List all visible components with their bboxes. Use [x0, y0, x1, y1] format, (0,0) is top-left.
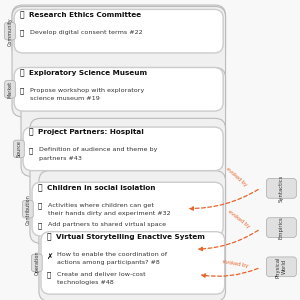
FancyBboxPatch shape: [4, 22, 15, 40]
FancyBboxPatch shape: [266, 178, 296, 198]
Text: partners #43: partners #43: [39, 155, 82, 160]
Text: 👥: 👥: [20, 10, 24, 19]
Text: Project Partners: Hospital: Project Partners: Hospital: [38, 129, 144, 135]
FancyBboxPatch shape: [266, 218, 296, 238]
Text: 💡: 💡: [46, 272, 51, 278]
Text: 💡: 💡: [28, 147, 33, 154]
FancyBboxPatch shape: [12, 7, 226, 117]
Text: Syntactics: Syntactics: [279, 175, 284, 202]
FancyBboxPatch shape: [41, 232, 225, 294]
FancyBboxPatch shape: [22, 200, 33, 218]
Text: 👥: 👥: [28, 128, 33, 137]
Text: 💡: 💡: [38, 222, 42, 229]
Text: Research Ethics Committee: Research Ethics Committee: [29, 12, 141, 18]
FancyBboxPatch shape: [23, 127, 223, 171]
Text: technologies #48: technologies #48: [56, 280, 113, 285]
Text: Exploratory Science Museum: Exploratory Science Museum: [29, 70, 147, 76]
FancyBboxPatch shape: [39, 171, 226, 300]
Text: Contribution: Contribution: [26, 194, 30, 224]
Text: 💡: 💡: [20, 88, 24, 94]
Text: Develop digital consent terms #22: Develop digital consent terms #22: [30, 30, 142, 35]
FancyBboxPatch shape: [4, 81, 15, 98]
Text: Community: Community: [8, 17, 13, 46]
Text: #58: #58: [48, 230, 61, 236]
FancyBboxPatch shape: [266, 257, 296, 277]
FancyBboxPatch shape: [32, 182, 223, 236]
FancyBboxPatch shape: [32, 254, 42, 272]
Text: Empirics: Empirics: [279, 216, 284, 239]
Text: Add partners to shared virtual space: Add partners to shared virtual space: [48, 222, 166, 227]
Text: Market: Market: [8, 81, 13, 98]
Text: their hands dirty and experiment #32: their hands dirty and experiment #32: [48, 211, 170, 216]
FancyBboxPatch shape: [14, 9, 223, 53]
Text: 👥: 👥: [46, 232, 51, 242]
Text: evoked by: evoked by: [225, 167, 247, 188]
Text: Virtual Storytelling Enactive System: Virtual Storytelling Enactive System: [56, 234, 205, 240]
Text: Create and deliver low-cost: Create and deliver low-cost: [56, 272, 145, 277]
Text: Activities where children can get: Activities where children can get: [48, 202, 154, 208]
Text: 👥: 👥: [20, 68, 24, 77]
FancyBboxPatch shape: [12, 5, 226, 59]
Text: Operation: Operation: [34, 250, 39, 275]
Text: evoked by: evoked by: [222, 259, 248, 268]
Text: evoked by: evoked by: [227, 209, 251, 229]
Text: Source: Source: [16, 140, 21, 157]
Text: How to enable the coordination of: How to enable the coordination of: [56, 252, 167, 257]
Text: actions among participants? #8: actions among participants? #8: [56, 260, 159, 265]
Text: 💡: 💡: [20, 30, 24, 36]
Text: ✗: ✗: [46, 252, 53, 261]
Text: Definition of audience and theme by: Definition of audience and theme by: [39, 147, 157, 152]
Text: 💡: 💡: [38, 202, 42, 209]
Text: science museum #19: science museum #19: [30, 96, 100, 101]
Text: Children in social isolation: Children in social isolation: [47, 184, 155, 190]
Text: Propose workshop with exploratory: Propose workshop with exploratory: [30, 88, 144, 93]
Text: 👥: 👥: [38, 183, 42, 192]
FancyBboxPatch shape: [30, 118, 226, 243]
Text: Physical
World: Physical World: [276, 256, 287, 278]
FancyBboxPatch shape: [21, 68, 226, 176]
FancyBboxPatch shape: [14, 68, 223, 111]
FancyBboxPatch shape: [14, 140, 24, 158]
